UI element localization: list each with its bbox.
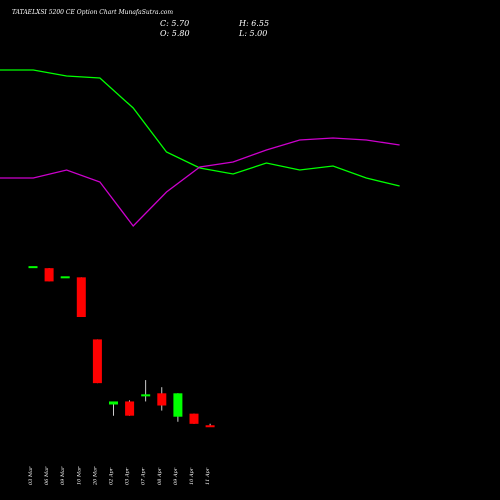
candle-body <box>173 393 183 417</box>
candle-body <box>28 266 38 269</box>
x-tick-label: 09 Apr <box>173 467 179 485</box>
candle <box>76 277 86 318</box>
high-value: H: 6.55 <box>239 19 270 28</box>
open-value: O: 5.80 <box>160 29 190 38</box>
candle-body <box>157 393 167 406</box>
candle-body <box>189 413 199 424</box>
candle <box>189 413 199 424</box>
candle-body <box>205 425 215 428</box>
candle-body <box>92 339 102 384</box>
x-tick-label: 10 Apr <box>189 467 195 485</box>
indicator-line-2 <box>0 137 400 227</box>
candles <box>28 266 215 428</box>
candle <box>28 266 38 269</box>
candle-body <box>60 276 70 279</box>
candle <box>44 268 54 282</box>
indicator-lines <box>0 69 400 227</box>
x-tick-label: 07 Apr <box>141 467 147 485</box>
x-tick-label: 06 Mar <box>44 466 50 485</box>
x-tick-label: 02 Apr <box>109 467 115 485</box>
x-tick-label: 09 Mar <box>60 466 66 485</box>
candle <box>92 339 102 384</box>
x-axis-ticks: 03 Mar 06 Mar 09 Mar 10 Mar 20 Mar 02 Apr 03 A… <box>28 466 211 486</box>
chart-title: TATAELXSI 5200 CE Option Chart MunafaSut… <box>12 9 174 16</box>
candle <box>157 387 167 411</box>
candle-body <box>141 394 151 397</box>
close-value: C: 5.70 <box>160 19 190 28</box>
x-tick-label: 10 Mar <box>76 466 82 485</box>
candle <box>205 423 215 428</box>
x-tick-label: 03 Mar <box>28 466 34 485</box>
candle <box>173 393 183 422</box>
candle <box>60 276 70 279</box>
indicator-line-1 <box>0 69 400 187</box>
low-value: L: 5.00 <box>239 29 268 38</box>
x-tick-label: 20 Mar <box>92 466 98 486</box>
candle <box>109 401 118 416</box>
x-tick-label: 03 Apr <box>125 467 131 485</box>
x-tick-label: 08 Apr <box>157 467 163 485</box>
candle <box>141 380 151 402</box>
candle-body <box>109 401 118 405</box>
candle-body <box>44 268 54 282</box>
x-tick-label: 11 Apr <box>205 467 211 485</box>
candle-body <box>76 277 86 318</box>
candle-body <box>125 401 135 416</box>
candle <box>125 400 135 416</box>
